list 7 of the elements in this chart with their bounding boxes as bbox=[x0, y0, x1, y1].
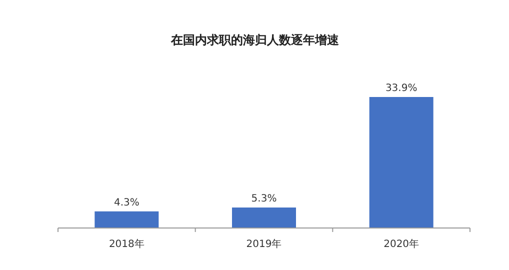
x-tick-label: 2020年 bbox=[384, 238, 420, 250]
x-tick-label: 2019年 bbox=[246, 238, 282, 250]
data-label: 33.9% bbox=[385, 83, 418, 94]
data-label: 4.3% bbox=[114, 197, 140, 208]
data-label: 5.3% bbox=[251, 194, 277, 205]
x-tick-label: 2018年 bbox=[108, 238, 144, 250]
chart-title: 在国内求职的海归人数逐年增速 bbox=[170, 33, 340, 47]
